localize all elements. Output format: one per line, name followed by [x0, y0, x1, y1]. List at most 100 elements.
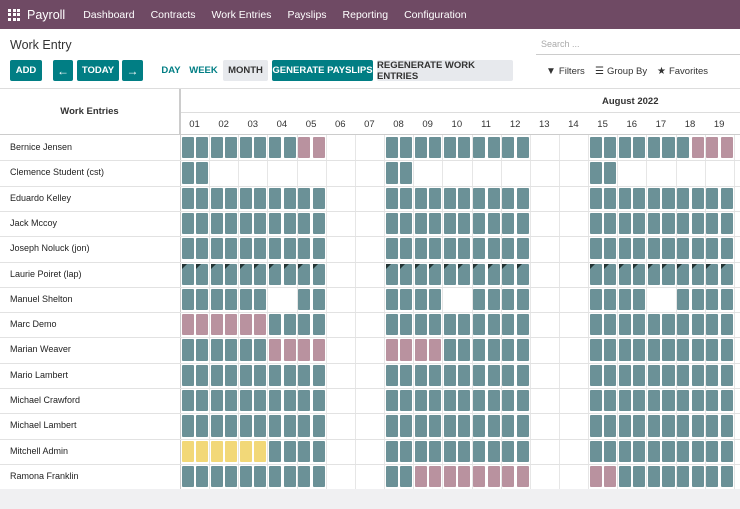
work-entry-slot[interactable] — [487, 465, 500, 488]
work-entry-slot[interactable] — [502, 339, 515, 361]
work-entry-slot[interactable] — [443, 263, 456, 285]
work-entry-slot[interactable] — [268, 415, 281, 437]
work-entry-slot[interactable] — [502, 314, 515, 336]
work-entry-slot[interactable] — [414, 364, 427, 386]
work-entry-slot[interactable] — [604, 339, 617, 361]
work-entry-slot[interactable] — [385, 137, 398, 159]
work-entry-slot[interactable] — [677, 137, 690, 159]
work-entry-slot[interactable] — [487, 415, 500, 437]
work-entry-slot[interactable] — [589, 212, 602, 235]
nav-reporting[interactable]: Reporting — [342, 8, 389, 21]
work-entry-slot[interactable] — [414, 314, 427, 336]
work-entry-slot[interactable] — [414, 212, 427, 235]
row-employee-name[interactable]: Mario Lambert — [10, 369, 69, 380]
work-entry-slot[interactable] — [487, 390, 500, 412]
work-entry-slot[interactable] — [633, 314, 646, 336]
work-entry-slot[interactable] — [647, 364, 660, 386]
work-entry-slot[interactable] — [604, 263, 617, 285]
work-entry-slot[interactable] — [181, 137, 194, 159]
work-entry-slot[interactable] — [502, 390, 515, 412]
work-entry-slot[interactable] — [429, 339, 442, 361]
work-entry-slot[interactable] — [502, 137, 515, 159]
work-entry-slot[interactable] — [589, 415, 602, 437]
work-entry-slot[interactable] — [502, 288, 515, 311]
work-entry-slot[interactable] — [239, 465, 252, 488]
work-entry-slot[interactable] — [210, 440, 223, 462]
work-entry-slot[interactable] — [181, 187, 194, 209]
work-entry-slot[interactable] — [487, 339, 500, 361]
work-entry-slot[interactable] — [473, 288, 486, 311]
work-entry-slot[interactable] — [414, 390, 427, 412]
work-entry-slot[interactable] — [400, 314, 413, 336]
work-entry-slot[interactable] — [312, 339, 325, 361]
row-employee-name[interactable]: Manuel Shelton — [10, 293, 73, 304]
work-entry-slot[interactable] — [516, 314, 529, 336]
work-entry-slot[interactable] — [589, 364, 602, 386]
work-entry-slot[interactable] — [691, 263, 704, 285]
work-entry-slot[interactable] — [604, 390, 617, 412]
work-entry-slot[interactable] — [604, 440, 617, 462]
work-entry-slot[interactable] — [225, 440, 238, 462]
work-entry-slot[interactable] — [706, 390, 719, 412]
work-entry-slot[interactable] — [385, 390, 398, 412]
work-entry-slot[interactable] — [239, 238, 252, 260]
work-entry-slot[interactable] — [487, 263, 500, 285]
work-entry-slot[interactable] — [385, 187, 398, 209]
work-entry-slot[interactable] — [604, 238, 617, 260]
work-entry-slot[interactable] — [400, 162, 413, 184]
work-entry-slot[interactable] — [283, 465, 296, 488]
work-entry-slot[interactable] — [196, 212, 209, 235]
work-entry-slot[interactable] — [298, 212, 311, 235]
week-scale-button[interactable]: WEEK — [189, 65, 218, 76]
work-entry-slot[interactable] — [633, 415, 646, 437]
work-entry-slot[interactable] — [225, 212, 238, 235]
work-entry-slot[interactable] — [268, 187, 281, 209]
work-entry-slot[interactable] — [225, 364, 238, 386]
work-entry-slot[interactable] — [502, 263, 515, 285]
work-entry-slot[interactable] — [473, 187, 486, 209]
work-entry-slot[interactable] — [473, 238, 486, 260]
work-entry-slot[interactable] — [283, 314, 296, 336]
nav-contracts[interactable]: Contracts — [150, 8, 196, 21]
work-entry-slot[interactable] — [268, 212, 281, 235]
work-entry-slot[interactable] — [458, 390, 471, 412]
work-entry-slot[interactable] — [706, 465, 719, 488]
work-entry-slot[interactable] — [400, 263, 413, 285]
work-entry-slot[interactable] — [298, 364, 311, 386]
work-entry-slot[interactable] — [516, 263, 529, 285]
work-entry-slot[interactable] — [720, 339, 733, 361]
work-entry-slot[interactable] — [254, 137, 267, 159]
work-entry-slot[interactable] — [196, 440, 209, 462]
favorites-toggle[interactable]: ★ Favorites — [657, 66, 709, 77]
work-entry-slot[interactable] — [487, 212, 500, 235]
work-entry-slot[interactable] — [502, 415, 515, 437]
work-entry-slot[interactable] — [181, 390, 194, 412]
work-entry-slot[interactable] — [414, 187, 427, 209]
work-entry-slot[interactable] — [706, 364, 719, 386]
work-entry-slot[interactable] — [502, 465, 515, 488]
work-entry-slot[interactable] — [385, 465, 398, 488]
work-entry-slot[interactable] — [618, 187, 631, 209]
work-entry-slot[interactable] — [283, 212, 296, 235]
work-entry-slot[interactable] — [429, 263, 442, 285]
work-entry-slot[interactable] — [589, 339, 602, 361]
work-entry-slot[interactable] — [298, 440, 311, 462]
work-entry-slot[interactable] — [210, 238, 223, 260]
work-entry-slot[interactable] — [662, 465, 675, 488]
row-employee-name[interactable]: Michael Lambert — [10, 420, 77, 431]
work-entry-slot[interactable] — [429, 415, 442, 437]
work-entry-slot[interactable] — [458, 465, 471, 488]
work-entry-slot[interactable] — [400, 339, 413, 361]
work-entry-slot[interactable] — [720, 137, 733, 159]
work-entry-slot[interactable] — [633, 288, 646, 311]
work-entry-slot[interactable] — [312, 390, 325, 412]
work-entry-slot[interactable] — [298, 390, 311, 412]
work-entry-slot[interactable] — [196, 263, 209, 285]
work-entry-slot[interactable] — [400, 137, 413, 159]
work-entry-slot[interactable] — [618, 390, 631, 412]
work-entry-slot[interactable] — [254, 465, 267, 488]
work-entry-slot[interactable] — [618, 137, 631, 159]
work-entry-slot[interactable] — [210, 137, 223, 159]
work-entry-slot[interactable] — [254, 212, 267, 235]
work-entry-slot[interactable] — [516, 238, 529, 260]
